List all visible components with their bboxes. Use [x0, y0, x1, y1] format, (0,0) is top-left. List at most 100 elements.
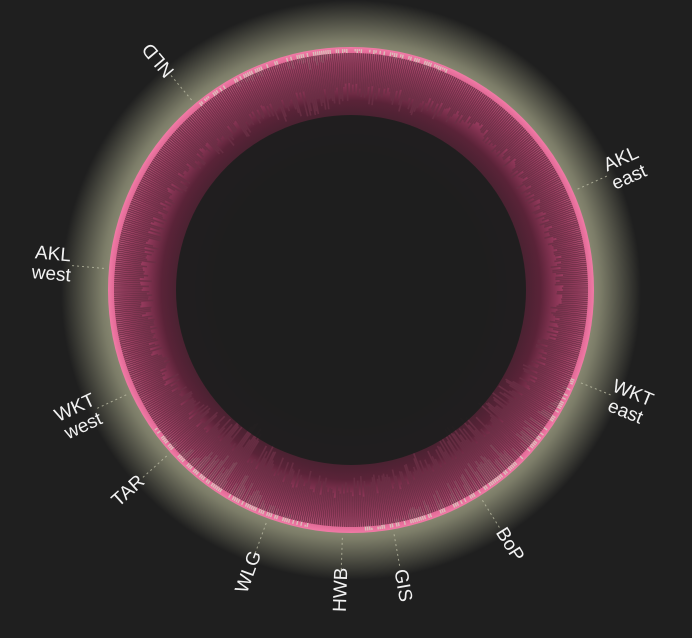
series-dark-spike: [502, 421, 531, 447]
series-dark-spike: [471, 441, 500, 476]
series-dark-spike: [194, 110, 224, 144]
series-dark-spike: [444, 463, 465, 499]
series-dark-spike: [450, 84, 471, 118]
series-dark-spike: [441, 438, 476, 493]
series-dark-spike: [400, 471, 416, 519]
series-dark-spike: [405, 463, 424, 517]
series-dark-spike: [119, 239, 159, 250]
series-dark-spike: [125, 353, 159, 366]
series-dark-spike: [337, 493, 342, 527]
series-dark-spike: [551, 237, 583, 247]
series-dark-spike: [115, 315, 153, 322]
region-tick-akl-east: [577, 174, 609, 190]
series-dark-spike: [175, 129, 204, 155]
series-dark-spike: [524, 181, 563, 203]
series-dark-spike: [237, 81, 262, 124]
series-dark-spike: [360, 53, 365, 98]
series-dark-spike: [413, 479, 427, 516]
series-dark-spike: [457, 86, 474, 112]
series-light-spike: [407, 55, 410, 60]
series-dark-spike: [491, 118, 517, 145]
series-dark-spike: [358, 53, 363, 89]
series-dark-spike: [327, 54, 334, 102]
series-dark-spike: [163, 143, 197, 170]
series-dark-spike: [462, 91, 483, 121]
series-dark-spike: [492, 392, 544, 430]
series-dark-spike: [438, 446, 469, 497]
series-light-spike: [413, 57, 417, 62]
series-dark-spike: [531, 196, 570, 214]
series-dark-spike: [389, 57, 400, 98]
series-dark-spike: [132, 370, 161, 384]
series-dark-spike: [413, 66, 431, 112]
series-dark-spike: [476, 100, 495, 123]
series-light-spike: [154, 427, 158, 431]
series-dark-spike: [280, 484, 293, 517]
series-dark-spike: [554, 319, 586, 326]
series-dark-spike: [380, 55, 389, 98]
series-dark-spike: [321, 487, 328, 526]
series-dark-spike: [165, 141, 198, 168]
series-dark-spike: [460, 441, 491, 483]
series-dark-spike: [166, 405, 209, 440]
series-dark-spike: [511, 148, 542, 172]
series-dark-spike: [147, 391, 182, 413]
series-dark-spike: [545, 358, 575, 370]
series-dark-spike: [370, 482, 377, 526]
series-dark-spike: [114, 272, 149, 277]
series-dark-spike: [114, 296, 149, 300]
series-dark-spike: [526, 161, 552, 179]
series-dark-spike: [119, 331, 152, 341]
series-dark-spike: [552, 268, 588, 274]
series-dark-spike: [555, 338, 582, 347]
series-dark-spike: [362, 496, 367, 527]
series-dark-spike: [487, 402, 535, 442]
series-dark-spike: [130, 360, 171, 378]
series-dark-spike: [152, 394, 192, 422]
series-dark-spike: [396, 59, 408, 99]
series-dark-spike: [541, 338, 581, 351]
series-dark-spike: [166, 140, 202, 170]
series-dark-spike: [211, 97, 237, 133]
series-dark-spike: [534, 204, 573, 221]
series-dark-spike: [255, 72, 271, 105]
series-light-spike: [156, 430, 162, 434]
series-light-spike: [401, 54, 404, 60]
series-dark-spike: [211, 426, 253, 483]
series-dark-spike: [261, 457, 284, 511]
series-dark-spike: [242, 457, 267, 502]
series-dark-spike: [541, 354, 576, 368]
series-dark-spike: [199, 425, 240, 474]
series-dark-spike: [124, 346, 163, 361]
series-dark-spike: [429, 70, 443, 99]
series-dark-spike: [449, 81, 465, 109]
series-dark-spike: [119, 235, 147, 244]
series-dark-spike: [509, 137, 534, 158]
series-dark-spike: [128, 206, 168, 223]
series-dark-spike: [191, 113, 219, 143]
region-label-line: west: [30, 262, 72, 286]
series-dark-spike: [544, 214, 577, 227]
series-dark-spike: [273, 474, 289, 515]
series-dark-spike: [114, 282, 141, 286]
series-dark-spike: [514, 145, 540, 165]
region-tick-hwb: [340, 537, 343, 572]
series-dark-spike: [548, 219, 578, 231]
series-dark-spike: [514, 146, 541, 167]
series-dark-spike: [435, 449, 463, 500]
series-dark-spike: [154, 156, 179, 175]
series-dark-spike: [198, 107, 223, 137]
series-dark-spike: [365, 486, 371, 527]
series-dark-spike: [557, 309, 587, 314]
series-dark-spike: [267, 473, 284, 513]
region-tick-akl-west: [70, 264, 104, 269]
series-dark-spike: [216, 94, 236, 122]
series-dark-spike: [561, 300, 588, 304]
series-dark-spike: [141, 178, 173, 196]
series-dark-spike: [362, 53, 367, 94]
series-dark-spike: [259, 475, 275, 510]
series-dark-spike: [490, 123, 521, 153]
series-dark-spike: [123, 221, 162, 235]
series-dark-spike: [145, 170, 183, 194]
series-dark-spike: [327, 488, 333, 526]
